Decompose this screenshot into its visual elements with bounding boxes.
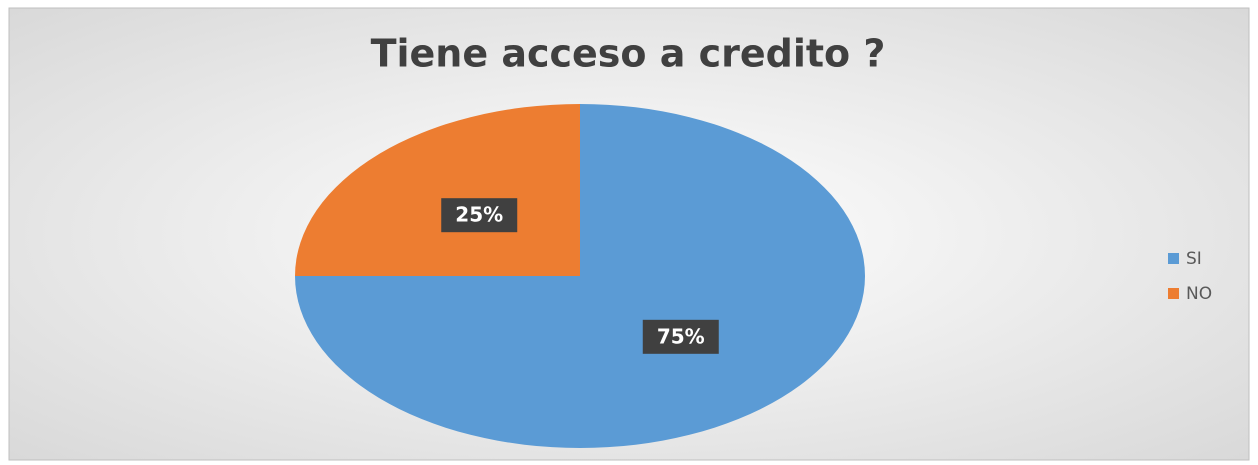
pie-slice: [295, 104, 580, 276]
legend-label: SI: [1186, 249, 1202, 269]
chart-title: Tiene acceso a credito ?: [371, 32, 886, 76]
data-label: 25%: [455, 203, 503, 227]
data-label: 75%: [657, 324, 705, 348]
data-label-box: [441, 198, 518, 233]
legend-label: NO: [1186, 284, 1212, 304]
legend-swatch: [1168, 253, 1179, 264]
legend-swatch: [1168, 288, 1179, 299]
data-label-box: [642, 319, 719, 354]
